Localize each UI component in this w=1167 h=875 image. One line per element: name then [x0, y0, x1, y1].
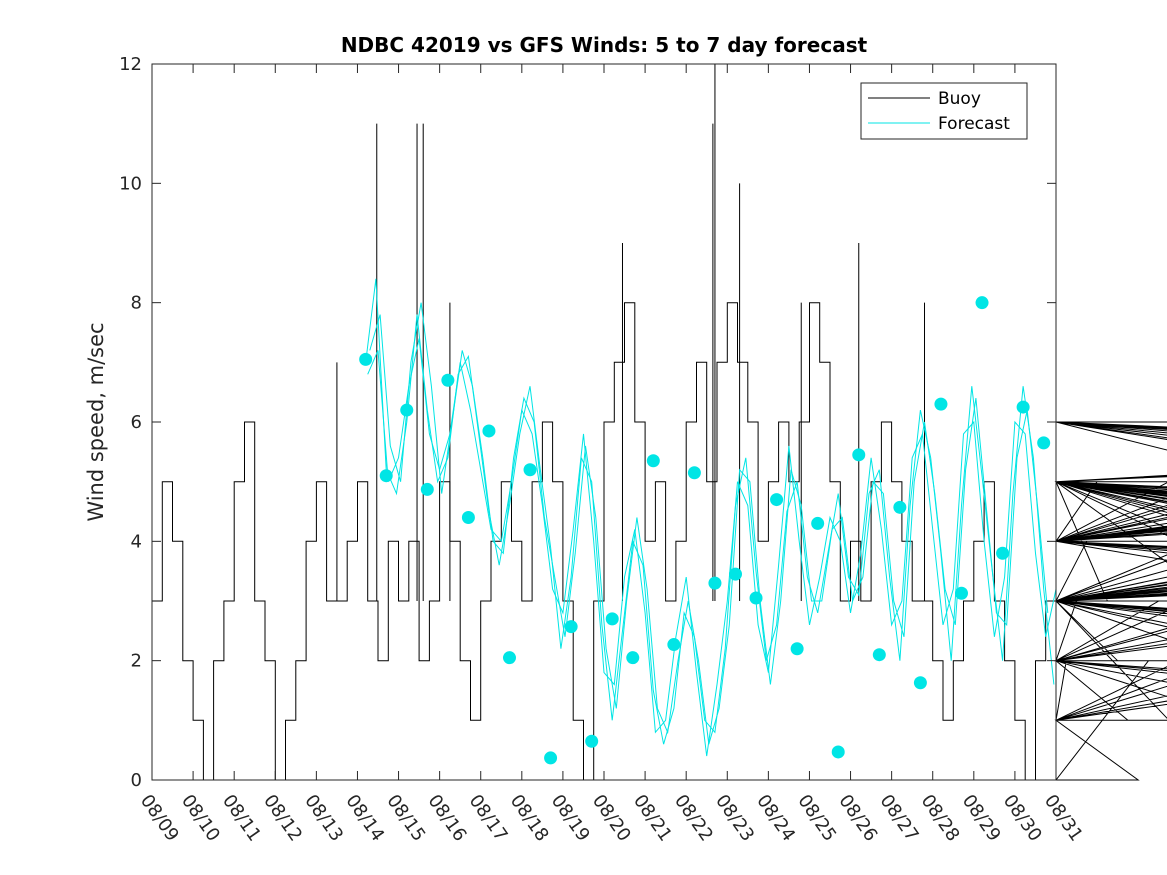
y-tick-label: 4: [131, 531, 142, 552]
forecast-marker: [646, 454, 660, 468]
legend: Buoy Forecast: [860, 82, 1028, 140]
forecast-marker: [852, 448, 866, 462]
y-tick-label: 6: [131, 412, 142, 433]
forecast-marker: [564, 620, 578, 634]
forecast-marker: [461, 510, 475, 524]
forecast-line: [369, 302, 1049, 745]
forecast-marker: [728, 567, 742, 581]
y-tick-label: 12: [119, 54, 142, 75]
forecast-marker: [708, 576, 722, 590]
forecast-marker: [379, 469, 393, 483]
y-tick-label: 10: [119, 173, 142, 194]
forecast-marker: [1037, 436, 1051, 450]
forecast-marker: [482, 424, 496, 438]
forecast-marker: [872, 648, 886, 662]
forecast-marker: [975, 296, 989, 310]
forecast-marker: [1016, 400, 1030, 414]
y-tick-label: 0: [131, 770, 142, 791]
forecast-marker: [913, 676, 927, 690]
plot-area: [151, 63, 1167, 781]
forecast-marker: [359, 352, 373, 366]
forecast-marker: [893, 500, 907, 514]
forecast-marker: [585, 734, 599, 748]
forecast-marker: [790, 642, 804, 656]
forecast-markers: [359, 296, 1051, 765]
y-tick-label: 2: [131, 651, 142, 672]
forecast-marker: [996, 546, 1010, 560]
forecast-marker: [749, 591, 763, 605]
forecast-marker: [954, 586, 968, 600]
forecast-line: [367, 338, 1057, 757]
y-tick-label: 8: [131, 293, 142, 314]
forecast-marker: [687, 466, 701, 480]
forecast-marker: [544, 751, 558, 765]
forecast-marker: [441, 373, 455, 387]
y-axis-label: Wind speed, m/sec: [84, 322, 108, 521]
chart-title: NDBC 42019 vs GFS Winds: 5 to 7 day fore…: [341, 33, 868, 57]
forecast-marker: [420, 482, 434, 496]
forecast-marker: [934, 397, 948, 411]
legend-forecast-label: Forecast: [938, 114, 1010, 134]
legend-box: [860, 82, 1028, 140]
forecast-marker: [502, 651, 516, 665]
forecast-marker: [811, 516, 825, 530]
forecast-marker: [831, 745, 845, 759]
forecast-marker: [626, 651, 640, 665]
forecast-marker: [605, 612, 619, 626]
forecast-marker: [400, 403, 414, 417]
forecast-marker: [523, 463, 537, 477]
forecast-marker: [770, 493, 784, 507]
legend-buoy-label: Buoy: [938, 89, 981, 109]
y-axis: 0 2 4 6 8 10 12: [119, 54, 1056, 791]
forecast-marker: [667, 638, 681, 652]
forecast-series: [365, 278, 1057, 757]
